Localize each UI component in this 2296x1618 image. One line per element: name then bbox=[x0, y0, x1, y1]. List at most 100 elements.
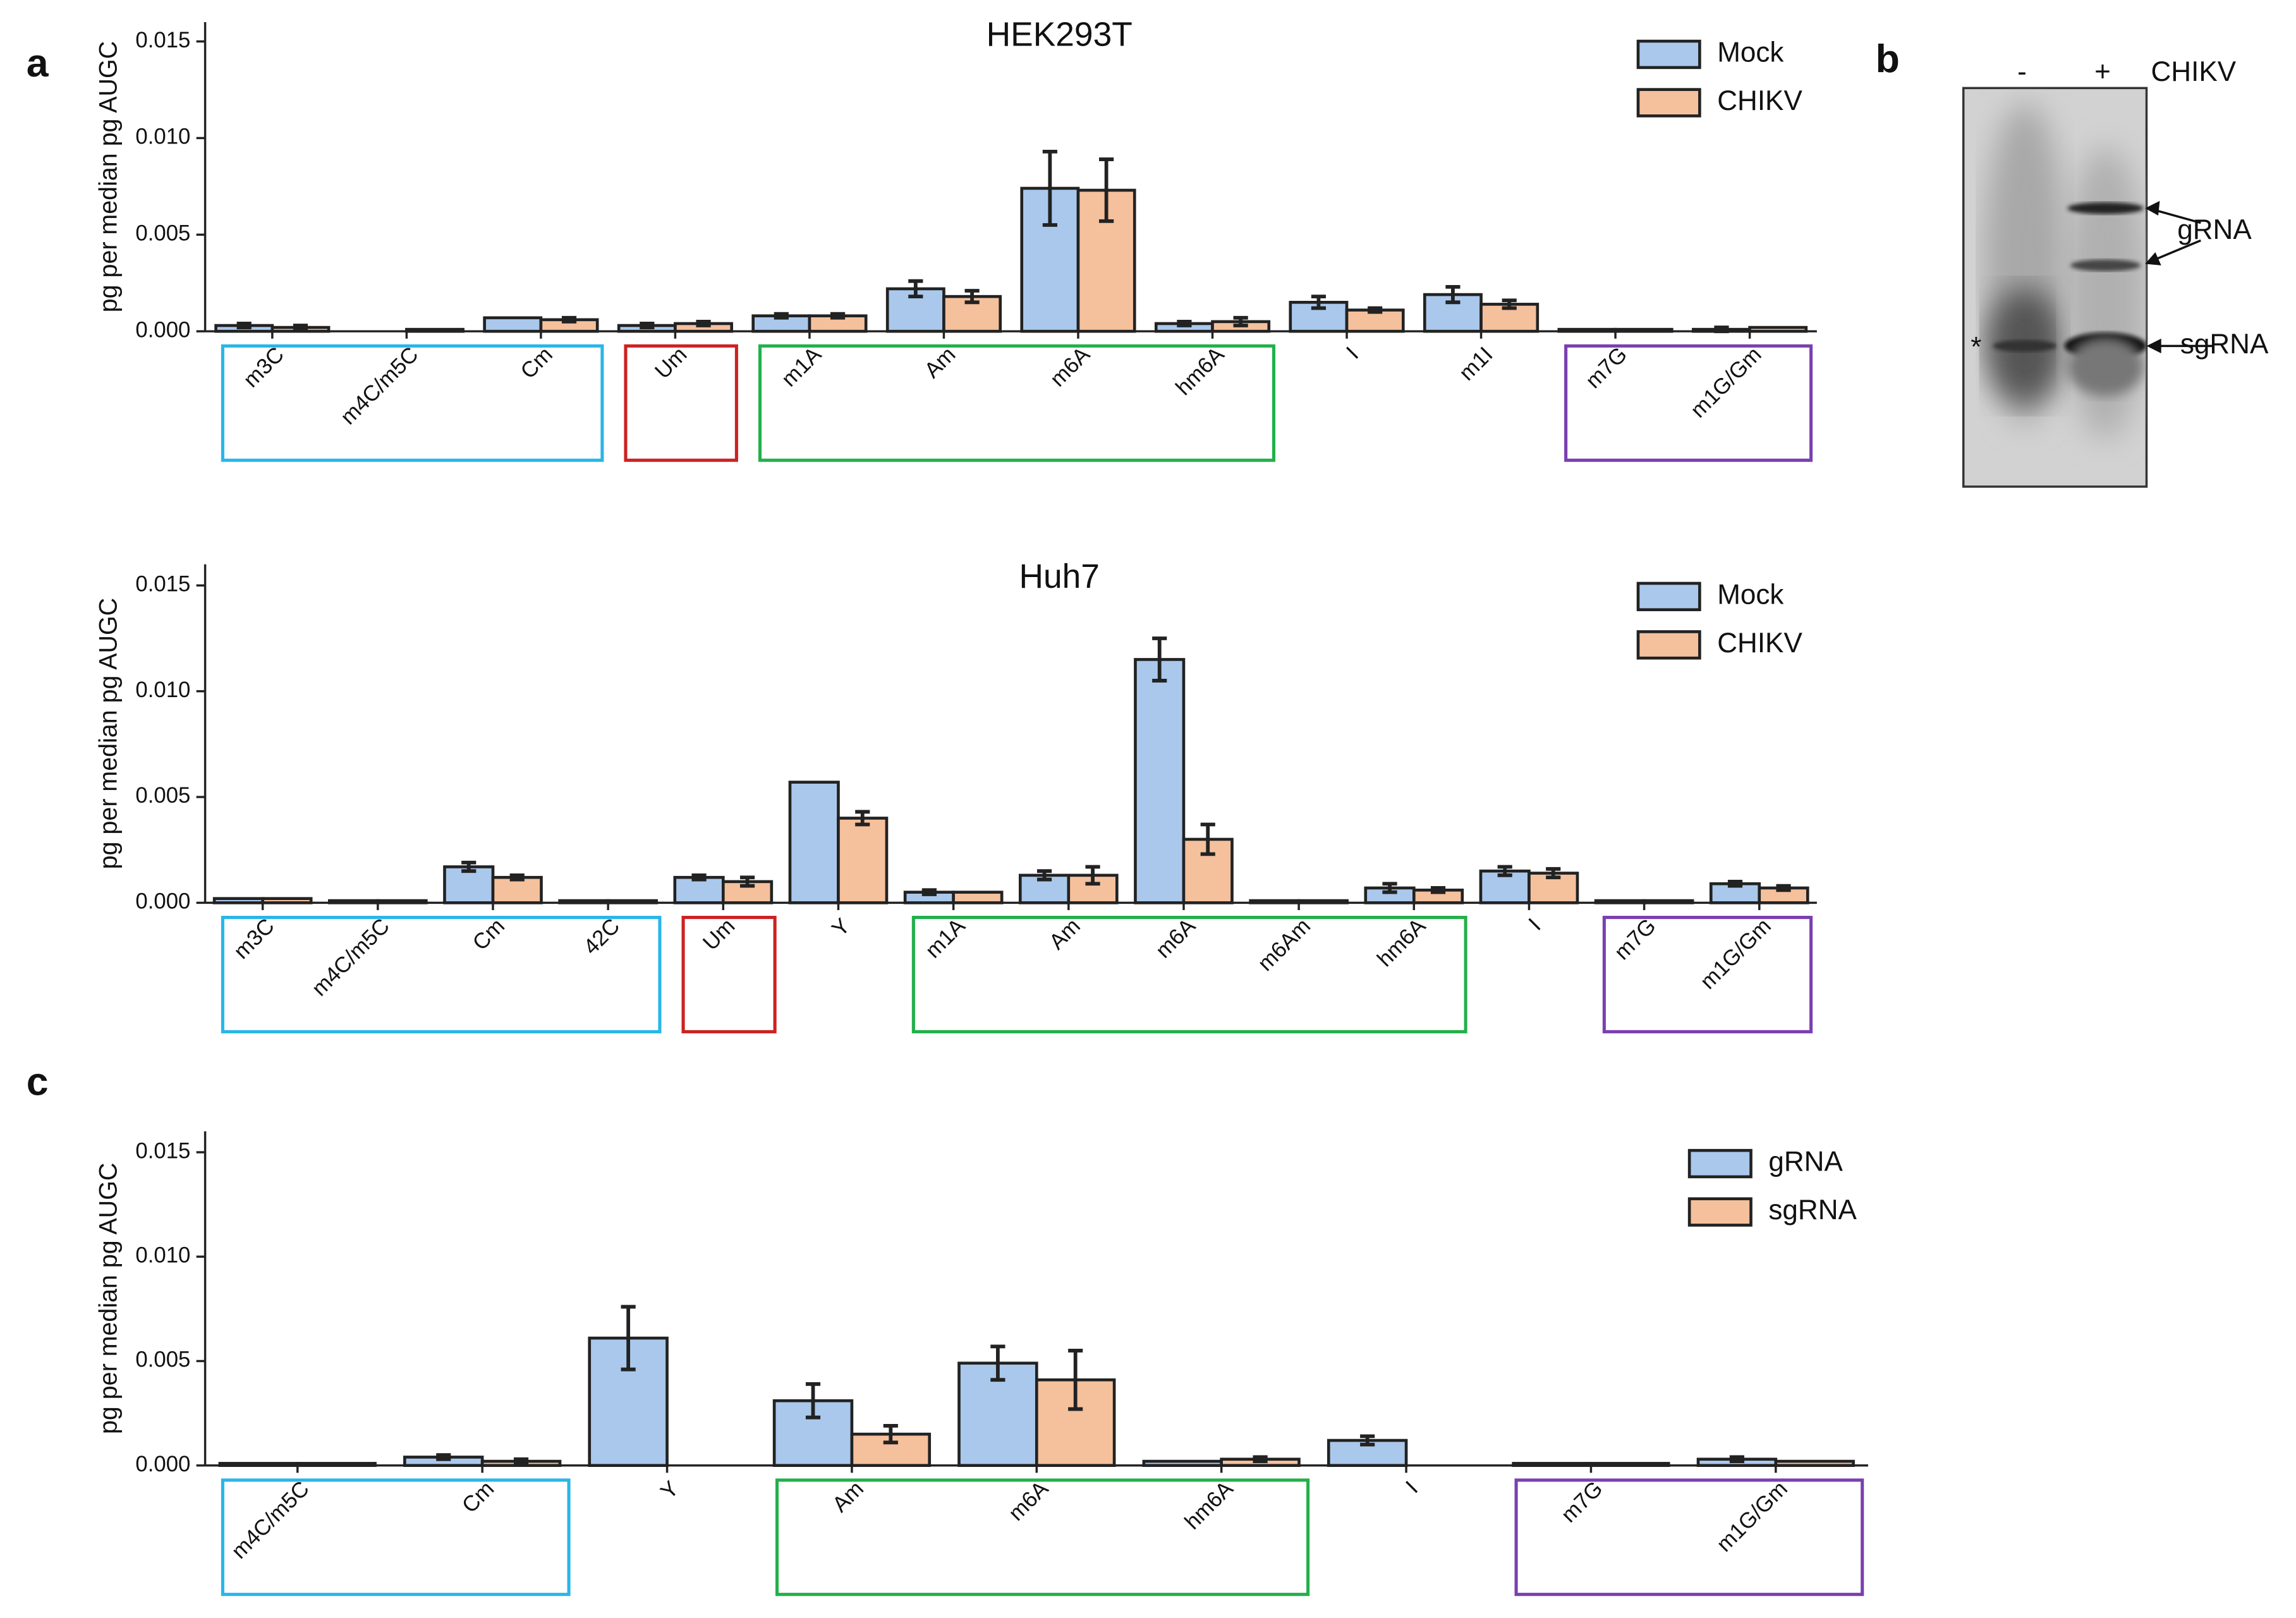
x-tick-label: m7G bbox=[1581, 343, 1632, 393]
legend-swatch bbox=[1687, 1197, 1752, 1227]
x-tick-label: m1A bbox=[777, 342, 827, 391]
panel-label: c bbox=[27, 1059, 49, 1104]
category-group-box bbox=[221, 344, 604, 462]
x-tick-label: Am bbox=[828, 1476, 868, 1517]
legend-label: gRNA bbox=[1768, 1147, 1843, 1177]
category-group-box bbox=[1514, 1478, 1864, 1597]
bar bbox=[218, 1462, 300, 1467]
category-group-box bbox=[681, 916, 777, 1033]
x-tick-label: m4C/m5C bbox=[336, 343, 423, 430]
marker-label: * bbox=[1971, 332, 1981, 363]
band-label: sgRNA bbox=[2180, 329, 2269, 360]
bar bbox=[328, 899, 380, 904]
y-tick-label: 0.010 bbox=[135, 678, 190, 702]
legend-swatch bbox=[1687, 1148, 1752, 1179]
y-tick-label: 0.000 bbox=[135, 1452, 190, 1476]
x-tick-label: Cm bbox=[516, 343, 557, 384]
category-group-box bbox=[911, 916, 1467, 1033]
x-tick-label: I bbox=[1401, 1476, 1423, 1498]
gel-image bbox=[1962, 87, 2213, 488]
chart-title: Huh7 bbox=[1019, 558, 1100, 595]
y-tick-label: 0.005 bbox=[135, 1348, 190, 1372]
x-tick-label: Am bbox=[1045, 914, 1085, 954]
bar bbox=[606, 899, 658, 904]
y-axis-label: pg per median pg AUGC bbox=[94, 1163, 122, 1434]
bar bbox=[1134, 658, 1186, 904]
legend-label: CHIKV bbox=[1717, 628, 1802, 659]
chart-title: HEK293T bbox=[987, 16, 1133, 53]
legend-swatch bbox=[1636, 581, 1701, 612]
category-group-box bbox=[1602, 916, 1813, 1033]
bar bbox=[1512, 1462, 1593, 1467]
panel-label: a bbox=[27, 41, 49, 85]
x-tick-label: m1A bbox=[921, 914, 970, 963]
category-group-box bbox=[624, 344, 738, 462]
x-tick-label: m6Am bbox=[1253, 914, 1315, 976]
y-tick-label: 0.010 bbox=[135, 1243, 190, 1267]
x-tick-label: Am bbox=[920, 343, 961, 383]
condition-label: CHIKV bbox=[2151, 56, 2236, 87]
bar bbox=[1142, 1459, 1223, 1467]
bar bbox=[1594, 899, 1646, 904]
x-tick-label: Y bbox=[827, 914, 854, 941]
x-tick-label: m7G bbox=[1557, 1476, 1607, 1527]
y-tick-label: 0.005 bbox=[135, 784, 190, 808]
bar bbox=[952, 891, 1004, 904]
bar bbox=[1774, 1459, 1855, 1467]
bar bbox=[1249, 899, 1301, 904]
x-tick-label: m7G bbox=[1610, 914, 1661, 964]
x-tick-label: m6A bbox=[1151, 914, 1201, 963]
x-tick-label: Y bbox=[656, 1476, 683, 1504]
lane-label: - bbox=[2017, 56, 2027, 87]
x-tick-label: Um bbox=[650, 343, 691, 384]
category-group-box bbox=[221, 916, 662, 1033]
x-tick-label: m1G/Gm bbox=[1686, 343, 1766, 423]
x-tick-label: 42C bbox=[579, 914, 624, 959]
x-tick-label: hm6A bbox=[1181, 1476, 1239, 1535]
band-label: gRNA bbox=[2177, 214, 2252, 245]
legend-label: sgRNA bbox=[1768, 1195, 1857, 1226]
bar bbox=[1557, 327, 1617, 333]
x-tick-label: m3C bbox=[239, 343, 289, 392]
category-group-box bbox=[221, 1478, 571, 1597]
legend-label: Mock bbox=[1717, 579, 1784, 610]
x-tick-label: I bbox=[1524, 914, 1546, 935]
x-tick-label: m6A bbox=[1046, 342, 1095, 391]
x-tick-label: m1G/Gm bbox=[1696, 914, 1776, 994]
x-tick-label: Um bbox=[698, 914, 739, 955]
lane-label: + bbox=[2094, 56, 2111, 87]
y-tick-label: 0.015 bbox=[135, 1139, 190, 1163]
panel-label: b bbox=[1876, 37, 1900, 81]
legend-label: CHIKV bbox=[1717, 85, 1802, 116]
bar bbox=[558, 899, 610, 904]
category-group-box bbox=[758, 344, 1276, 462]
bar bbox=[376, 899, 428, 904]
y-tick-label: 0.010 bbox=[135, 125, 190, 149]
x-tick-label: m1I bbox=[1455, 343, 1498, 386]
legend-label: Mock bbox=[1717, 37, 1784, 68]
y-axis-label: pg per median pg AUGC bbox=[94, 598, 122, 869]
y-tick-label: 0.015 bbox=[135, 572, 190, 596]
x-tick-label: m1G/Gm bbox=[1712, 1476, 1792, 1557]
bar bbox=[405, 327, 465, 333]
y-axis-label: pg per median pg AUGC bbox=[94, 41, 122, 312]
y-tick-label: 0.005 bbox=[135, 222, 190, 246]
category-group-box bbox=[1564, 344, 1813, 462]
bar bbox=[837, 817, 889, 904]
x-tick-label: m4C/m5C bbox=[227, 1476, 314, 1564]
y-tick-label: 0.000 bbox=[135, 890, 190, 914]
legend-swatch bbox=[1636, 88, 1701, 118]
x-tick-label: Cm bbox=[458, 1476, 499, 1518]
bar bbox=[261, 897, 313, 904]
bar bbox=[1613, 327, 1673, 333]
x-tick-label: Cm bbox=[468, 914, 509, 955]
category-group-box bbox=[775, 1478, 1310, 1597]
y-tick-label: 0.015 bbox=[135, 28, 190, 52]
x-tick-label: hm6A bbox=[1373, 914, 1431, 972]
bar bbox=[491, 875, 543, 904]
y-tick-label: 0.000 bbox=[135, 318, 190, 342]
bar bbox=[212, 897, 264, 904]
x-tick-label: m4C/m5C bbox=[307, 914, 394, 1001]
x-tick-label: m3C bbox=[229, 914, 279, 964]
